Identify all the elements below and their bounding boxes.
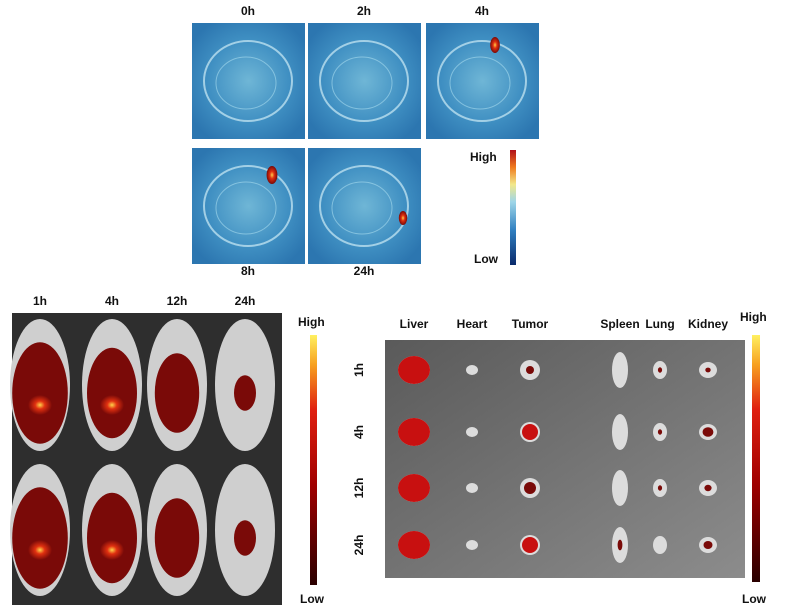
scale-low: Low [300, 592, 325, 606]
fluorescence [12, 487, 68, 589]
fluorescence [154, 353, 200, 433]
hotspot [28, 395, 52, 415]
organ-signal [398, 418, 430, 446]
ev-image [385, 340, 745, 578]
hotspot [100, 540, 124, 560]
pa-outline [215, 56, 277, 110]
row-label: 24h [352, 535, 366, 556]
fluorescence [87, 492, 137, 584]
scale-high: High [740, 310, 767, 324]
pa-image [192, 23, 305, 139]
time-label: 12h [167, 294, 188, 308]
organ-signal [657, 367, 663, 373]
hotspot [100, 395, 124, 415]
organ [466, 365, 478, 375]
colorbar [752, 335, 760, 582]
organ-signal [398, 531, 430, 559]
pa-image [308, 148, 421, 264]
pa-outline [319, 165, 409, 247]
organ [612, 352, 628, 388]
pa-image [308, 23, 421, 139]
organ [466, 540, 478, 550]
organ [466, 483, 478, 493]
ex-vivo-panel: Liver Heart Tumor Spleen Lung Kidney 1h 4h 12h 24… [352, 310, 767, 606]
scale-low: Low [474, 252, 499, 266]
organ-signal [617, 539, 623, 551]
organ-signal [398, 356, 430, 384]
time-label: 8h [241, 264, 255, 278]
pa-signal [266, 166, 278, 184]
time-label: 4h [105, 294, 119, 308]
organ-signal [705, 367, 711, 373]
time-label: 24h [354, 264, 375, 278]
row-label: 12h [352, 478, 366, 499]
organ-label: Spleen [600, 317, 639, 331]
time-label: 1h [33, 294, 47, 308]
fluorescence [234, 520, 256, 556]
time-label: 0h [241, 4, 255, 18]
organ [653, 536, 667, 554]
colorbar [310, 335, 317, 585]
pa-outline [215, 181, 277, 235]
organ-label: Heart [457, 317, 488, 331]
fluorescence [154, 498, 200, 578]
hotspot [28, 540, 52, 560]
organ-label: Liver [400, 317, 429, 331]
organ-signal [704, 484, 712, 492]
pa-outline [203, 165, 293, 247]
pa-signal [398, 211, 408, 225]
organ [466, 427, 478, 437]
organ-label: Lung [645, 317, 674, 331]
pa-signal [490, 37, 500, 53]
organ-signal [524, 482, 536, 494]
photoacoustic-panel: 0h 2h 4h 8h 24h High Low [192, 4, 539, 278]
pa-outline [331, 56, 393, 110]
organ [612, 414, 628, 450]
organ-signal [657, 429, 663, 435]
organ-signal [522, 424, 538, 440]
pa-image [426, 23, 539, 139]
pa-outline [331, 181, 393, 235]
organ [612, 470, 628, 506]
organ-signal [657, 485, 663, 491]
pa-image [192, 148, 305, 264]
scale-low: Low [742, 592, 767, 606]
row-label: 1h [352, 363, 366, 377]
organ-signal [522, 537, 538, 553]
fluorescence [87, 347, 137, 439]
colorbar [510, 150, 516, 265]
fluorescence [12, 342, 68, 444]
organ-signal [398, 474, 430, 502]
organ-label: Kidney [688, 317, 728, 331]
pa-outline [203, 40, 293, 122]
organ-signal [703, 541, 713, 549]
pa-outline [437, 40, 527, 122]
fluorescence [234, 375, 256, 411]
pa-outline [449, 56, 511, 110]
time-label: 2h [357, 4, 371, 18]
pa-outline [319, 40, 409, 122]
scale-high: High [470, 150, 497, 164]
row-label: 4h [352, 425, 366, 439]
in-vivo-panel: 1h 4h 12h 24h High Low [10, 294, 325, 606]
time-label: 4h [475, 4, 489, 18]
organ-signal [702, 427, 714, 437]
organ-signal [526, 366, 534, 374]
scale-high: High [298, 315, 325, 329]
time-label: 24h [235, 294, 256, 308]
organ-label: Tumor [512, 317, 549, 331]
